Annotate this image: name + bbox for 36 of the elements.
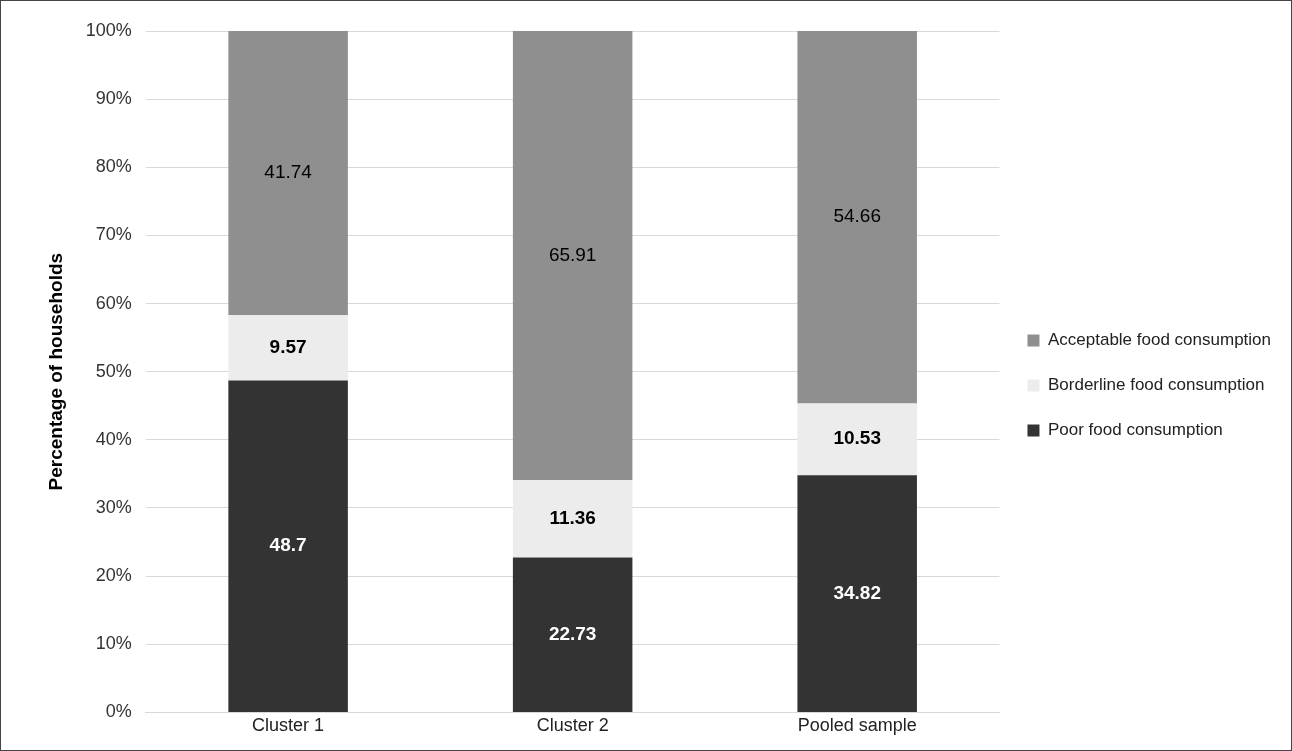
bar xyxy=(512,480,633,558)
y-tick-label: 80% xyxy=(95,156,132,177)
legend-label: Poor food consumption xyxy=(1047,420,1223,440)
data-label: 11.36 xyxy=(549,507,596,529)
data-label: 54.66 xyxy=(833,205,881,227)
data-label: 34.82 xyxy=(833,581,881,603)
data-label: 10.53 xyxy=(833,427,881,449)
y-axis-title: Percentage of households xyxy=(44,252,66,491)
bar xyxy=(512,557,633,712)
bar xyxy=(797,31,917,404)
data-label: 65.91 xyxy=(548,243,597,265)
bar xyxy=(797,403,917,476)
legend-label: Acceptable food consumption xyxy=(1047,330,1272,350)
y-tick-label: 70% xyxy=(95,224,132,245)
y-tick-label: 0% xyxy=(105,701,132,722)
y-tick-label: 90% xyxy=(95,88,132,109)
x-tick-label: Cluster 1 xyxy=(252,715,325,736)
bar xyxy=(228,380,348,712)
y-tick-label: 50% xyxy=(95,360,132,381)
bar xyxy=(797,475,917,712)
y-tick-label: 40% xyxy=(95,428,132,449)
y-tick-label: 10% xyxy=(95,633,132,654)
y-tick-label: 60% xyxy=(95,292,132,313)
bar xyxy=(228,31,348,316)
data-label: 22.73 xyxy=(548,622,597,644)
y-tick-label: 20% xyxy=(95,565,132,586)
bar xyxy=(512,31,633,481)
data-label: 48.7 xyxy=(269,534,307,556)
x-tick-label: Pooled sample xyxy=(797,715,917,736)
x-tick-label: Cluster 2 xyxy=(536,715,609,736)
legend-label: Borderline food consumption xyxy=(1047,375,1265,395)
data-label: 41.74 xyxy=(264,161,313,183)
y-tick-label: 30% xyxy=(95,496,132,517)
y-tick-label: 100% xyxy=(85,19,132,40)
data-label: 9.57 xyxy=(269,336,307,358)
bar xyxy=(228,315,348,381)
